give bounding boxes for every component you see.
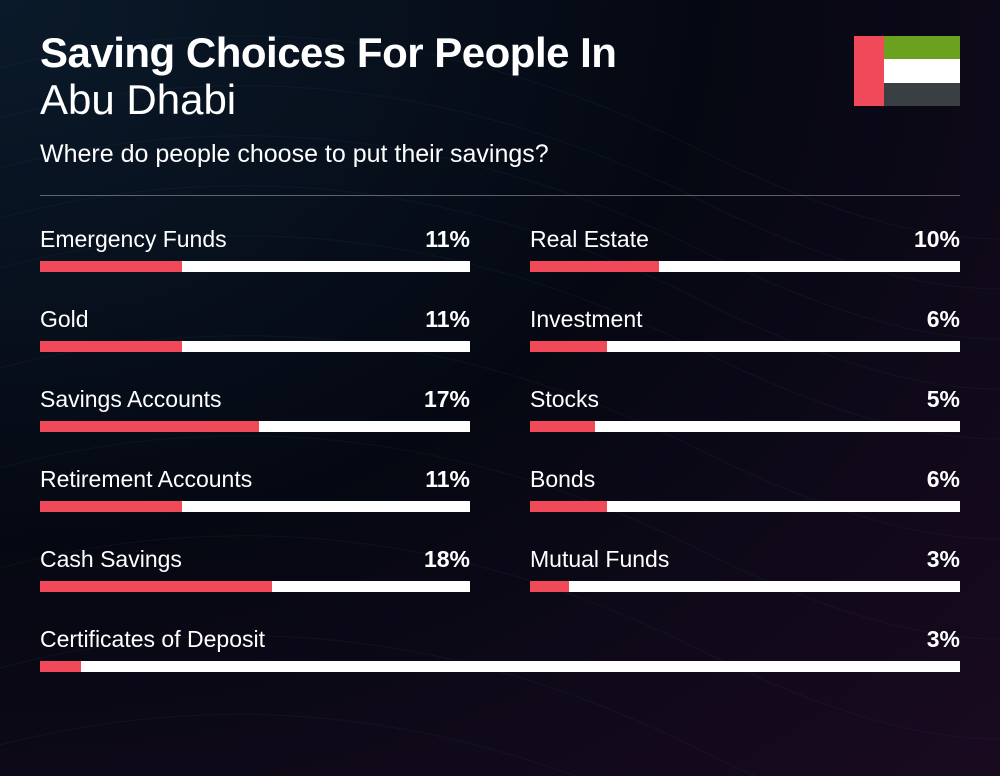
header: Saving Choices For People In Abu Dhabi W… bbox=[40, 30, 960, 169]
bar-item: Real Estate 10% bbox=[530, 226, 960, 272]
bar-value: 11% bbox=[425, 226, 470, 253]
bar-label: Real Estate bbox=[530, 226, 649, 253]
divider bbox=[40, 195, 960, 196]
bar-fill bbox=[530, 581, 569, 592]
bar-value: 18% bbox=[424, 546, 470, 573]
flag-icon bbox=[854, 36, 960, 106]
bar-track bbox=[530, 341, 960, 352]
bar-item-head: Mutual Funds 3% bbox=[530, 546, 960, 573]
bar-label: Stocks bbox=[530, 386, 599, 413]
bar-label: Bonds bbox=[530, 466, 595, 493]
flag-stripe-mid bbox=[884, 59, 960, 82]
bar-label: Certificates of Deposit bbox=[40, 626, 265, 653]
bar-item-head: Bonds 6% bbox=[530, 466, 960, 493]
bar-item-head: Gold 11% bbox=[40, 306, 470, 333]
bar-track bbox=[40, 421, 470, 432]
bar-value: 3% bbox=[927, 626, 960, 653]
bar-track bbox=[40, 341, 470, 352]
infographic-container: Saving Choices For People In Abu Dhabi W… bbox=[0, 0, 1000, 702]
bar-label: Retirement Accounts bbox=[40, 466, 252, 493]
bar-track bbox=[40, 501, 470, 512]
bar-label: Investment bbox=[530, 306, 643, 333]
bar-value: 17% bbox=[424, 386, 470, 413]
bar-item: Certificates of Deposit 3% bbox=[40, 626, 960, 672]
bar-item: Investment 6% bbox=[530, 306, 960, 352]
bar-track bbox=[530, 501, 960, 512]
bar-value: 6% bbox=[927, 306, 960, 333]
bar-item: Bonds 6% bbox=[530, 466, 960, 512]
bar-item: Retirement Accounts 11% bbox=[40, 466, 470, 512]
bar-item-head: Stocks 5% bbox=[530, 386, 960, 413]
bar-track bbox=[40, 661, 960, 672]
bar-fill bbox=[530, 341, 607, 352]
bar-value: 11% bbox=[425, 306, 470, 333]
flag-stripes bbox=[884, 36, 960, 106]
bar-fill bbox=[530, 501, 607, 512]
bar-item: Emergency Funds 11% bbox=[40, 226, 470, 272]
bar-item: Savings Accounts 17% bbox=[40, 386, 470, 432]
bar-fill bbox=[40, 501, 182, 512]
bar-track bbox=[530, 581, 960, 592]
bar-value: 10% bbox=[914, 226, 960, 253]
bar-value: 5% bbox=[927, 386, 960, 413]
bar-item: Stocks 5% bbox=[530, 386, 960, 432]
bar-item-head: Certificates of Deposit 3% bbox=[40, 626, 960, 653]
bar-fill bbox=[530, 261, 659, 272]
bar-item-head: Retirement Accounts 11% bbox=[40, 466, 470, 493]
bar-track bbox=[40, 261, 470, 272]
bar-item-head: Emergency Funds 11% bbox=[40, 226, 470, 253]
flag-stripe-bot bbox=[884, 83, 960, 106]
bar-item: Mutual Funds 3% bbox=[530, 546, 960, 592]
flag-stripe-top bbox=[884, 36, 960, 59]
bar-fill bbox=[40, 341, 182, 352]
bar-label: Emergency Funds bbox=[40, 226, 227, 253]
bar-fill bbox=[40, 581, 272, 592]
bar-label: Gold bbox=[40, 306, 89, 333]
bar-track bbox=[40, 581, 470, 592]
bar-item-head: Cash Savings 18% bbox=[40, 546, 470, 573]
bar-track bbox=[530, 421, 960, 432]
bar-fill bbox=[40, 261, 182, 272]
page-subtitle: Abu Dhabi bbox=[40, 76, 854, 124]
bar-item-head: Savings Accounts 17% bbox=[40, 386, 470, 413]
title-block: Saving Choices For People In Abu Dhabi W… bbox=[40, 30, 854, 169]
bar-label: Cash Savings bbox=[40, 546, 182, 573]
bar-item-head: Real Estate 10% bbox=[530, 226, 960, 253]
page-question: Where do people choose to put their savi… bbox=[40, 140, 854, 169]
bar-value: 6% bbox=[927, 466, 960, 493]
bar-fill bbox=[40, 421, 259, 432]
bar-item: Gold 11% bbox=[40, 306, 470, 352]
bar-fill bbox=[40, 661, 81, 672]
flag-hoist bbox=[854, 36, 884, 106]
chart-grid: Emergency Funds 11% Real Estate 10% Gold 11% I… bbox=[40, 226, 960, 672]
bar-label: Savings Accounts bbox=[40, 386, 222, 413]
bar-value: 11% bbox=[425, 466, 470, 493]
page-title: Saving Choices For People In bbox=[40, 30, 854, 76]
bar-label: Mutual Funds bbox=[530, 546, 669, 573]
bar-track bbox=[530, 261, 960, 272]
bar-fill bbox=[530, 421, 595, 432]
bar-item-head: Investment 6% bbox=[530, 306, 960, 333]
bar-item: Cash Savings 18% bbox=[40, 546, 470, 592]
bar-value: 3% bbox=[927, 546, 960, 573]
